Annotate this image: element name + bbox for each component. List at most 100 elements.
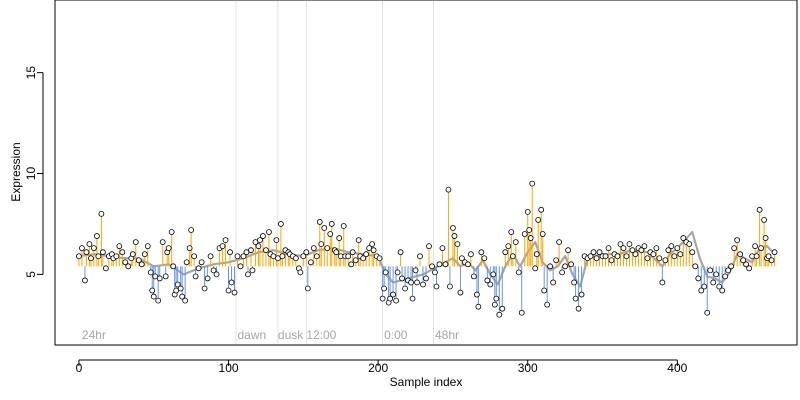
data-point [207,253,214,260]
data-point [559,269,566,276]
data-point [665,247,672,254]
data-point [496,311,503,318]
data-point [381,285,388,292]
data-point [491,301,498,308]
data-point [90,245,97,252]
data-point [313,253,320,260]
data-point [650,251,657,258]
data-point [572,295,579,302]
data-point [512,239,519,246]
data-point [524,208,531,215]
data-point [698,287,705,294]
x-tick-label: 300 [518,361,538,375]
data-point [632,251,639,258]
data-point [324,245,331,252]
time-annotation: 0:00 [384,328,408,342]
data-point [387,295,393,302]
data-point [656,255,663,262]
data-point [459,255,465,262]
data-point [102,265,109,272]
data-point [553,257,560,264]
data-point [376,255,383,262]
data-point [165,245,172,252]
data-point [662,257,669,264]
data-point [144,243,151,250]
data-point [447,283,453,290]
data-point [481,255,488,262]
data-point [195,265,202,272]
data-point [743,261,750,268]
data-point [470,273,477,280]
data-point [521,231,528,237]
data-point [321,225,328,231]
data-point [292,255,299,262]
data-point [177,285,184,292]
plot-area: 24hr dawn dusk 12:00 0:00 48hr [76,1,778,344]
data-point [156,275,163,282]
data-point [686,241,693,248]
data-point [277,221,284,227]
data-point [526,227,533,233]
data-point [304,285,311,292]
data-point [617,241,624,248]
data-point [310,245,317,252]
data-point [245,271,251,278]
data-point [125,263,132,270]
data-point [752,243,759,250]
data-point [192,273,199,280]
data-point [538,206,545,213]
data-point [225,287,232,294]
data-point [518,309,525,316]
x-tick-label: 0 [76,361,83,375]
data-point [248,247,254,254]
data-point [149,287,156,294]
data-point [394,269,401,276]
data-point [464,261,471,268]
data-point [704,309,711,316]
data-point [204,275,211,282]
data-point [219,243,226,250]
data-point [76,253,82,260]
data-point [539,231,546,237]
time-annotation: dawn [238,328,267,342]
time-annotation: 24hr [82,328,106,342]
data-point [369,241,376,248]
data-point [129,251,136,258]
data-point [360,255,367,262]
time-annotation: 48hr [435,328,459,342]
data-point [88,255,94,262]
data-point [442,261,449,268]
data-point [746,265,753,272]
data-point [710,279,717,286]
data-point [565,247,572,254]
data-point [623,253,630,260]
data-point [188,227,195,233]
data-point [182,297,189,304]
data-point [426,243,432,250]
data-point [141,251,148,258]
data-point [191,253,198,260]
data-point [240,253,247,260]
data-point [771,249,778,256]
data-point [234,253,241,260]
data-point [753,253,760,260]
data-point [450,225,456,231]
data-point [231,289,238,296]
data-point [249,267,256,274]
data-point [478,249,485,256]
data-point [707,267,714,274]
data-point [541,287,548,294]
data-point [345,253,352,260]
data-point [227,249,233,256]
data-point [562,263,569,270]
data-point [626,241,633,248]
data-point [316,219,323,225]
data-point [82,277,88,284]
y-axis-label: Expression [9,142,23,201]
data-point [547,263,554,270]
data-point [397,249,404,256]
data-point [307,259,314,266]
data-point [408,279,414,286]
data-point [629,247,636,254]
data-point [725,267,732,274]
